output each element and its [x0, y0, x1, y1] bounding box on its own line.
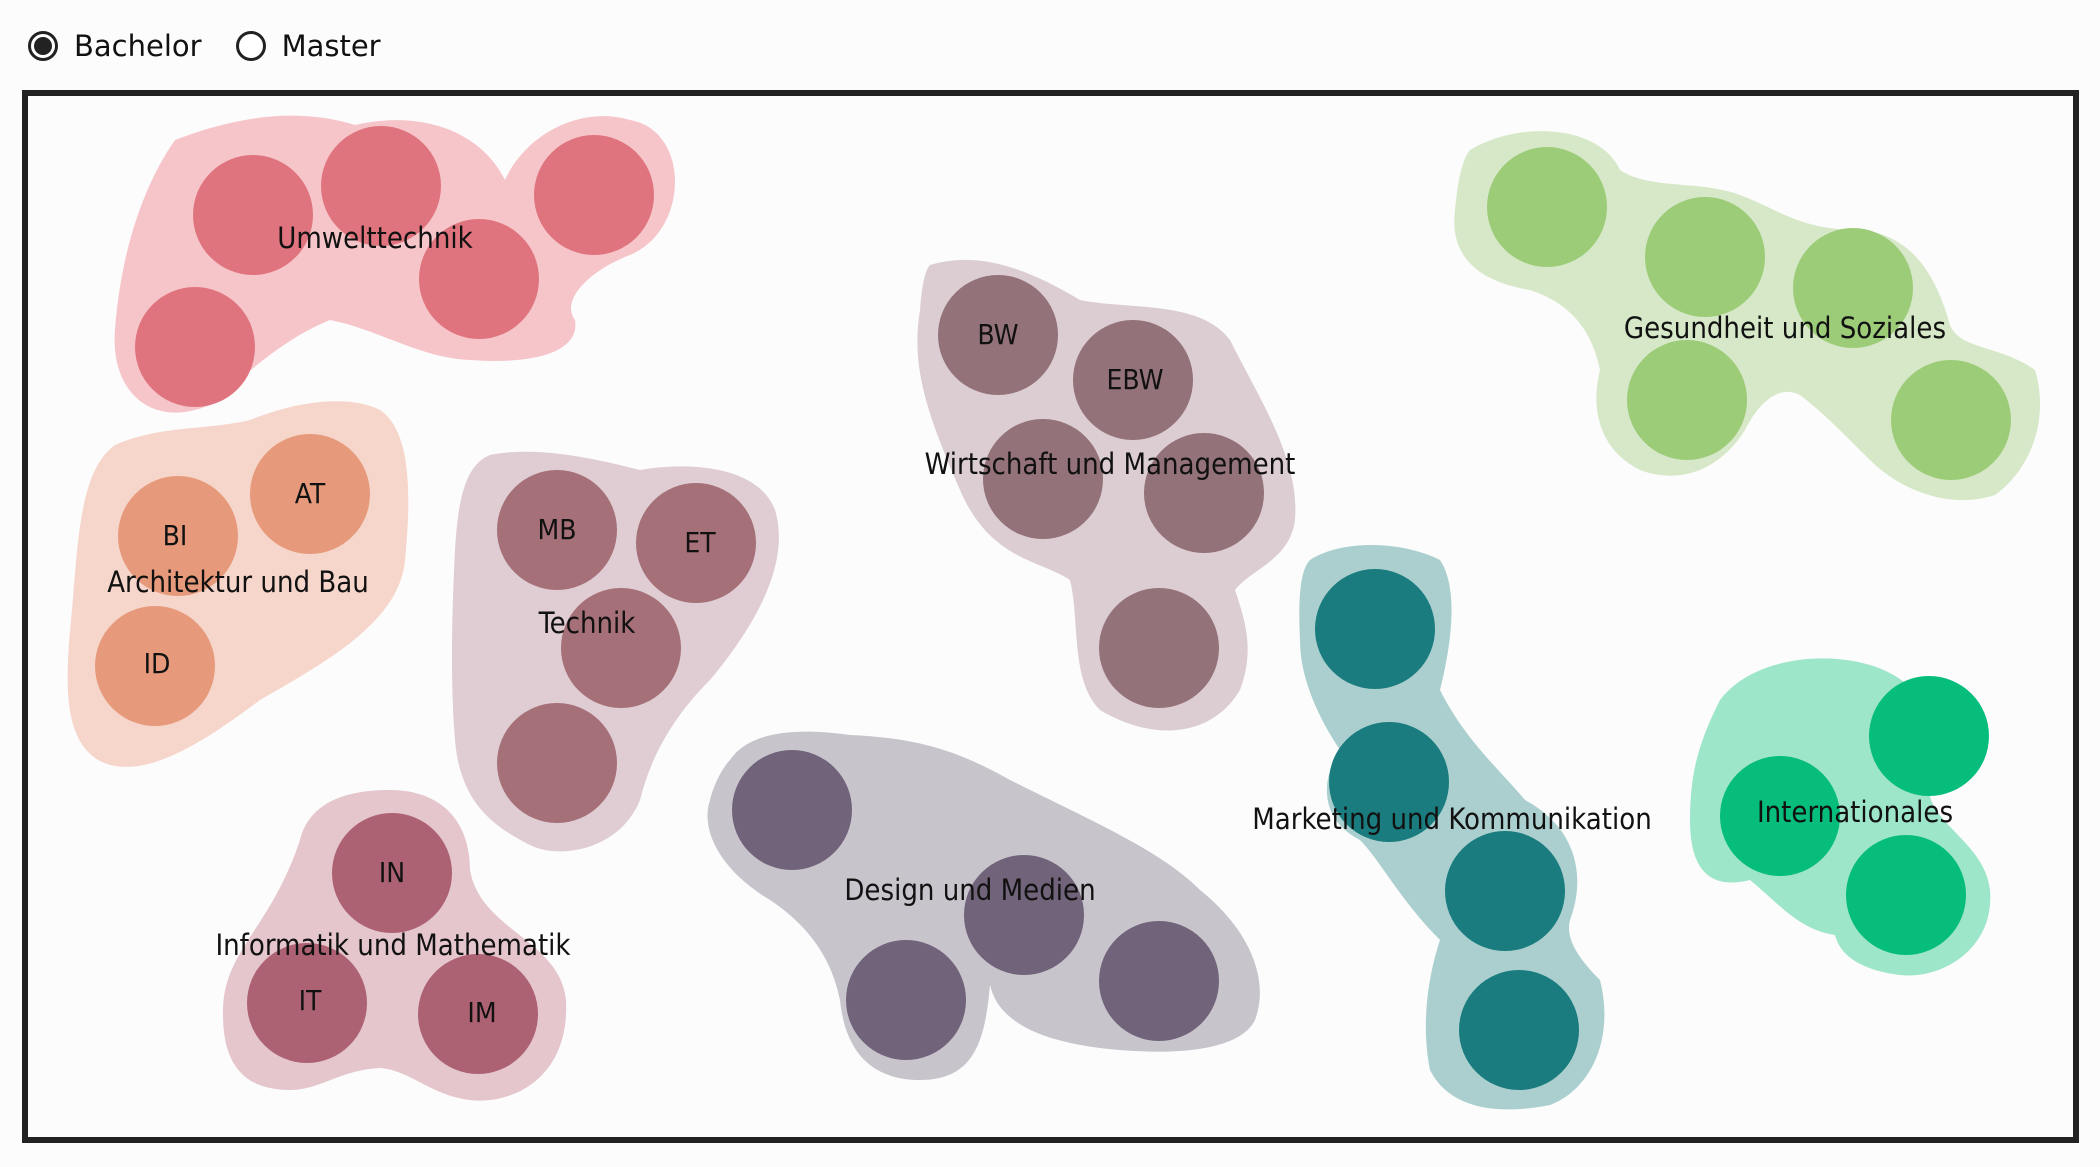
cluster-node[interactable]	[1720, 756, 1840, 876]
cluster-marketing-und-kommunikation: Marketing und Kommunikation	[1252, 545, 1652, 1110]
radio-bachelor-circle[interactable]	[28, 31, 58, 61]
node-label: ET	[684, 526, 716, 559]
radio-bachelor[interactable]: Bachelor	[28, 29, 202, 63]
cluster-node[interactable]	[118, 476, 238, 596]
cluster-label: Gesundheit und Soziales	[1624, 311, 1946, 345]
cluster-label: Wirtschaft und Management	[925, 447, 1296, 481]
cluster-node[interactable]	[321, 126, 441, 246]
cluster-label: Technik	[538, 606, 637, 640]
node-label: AT	[295, 477, 326, 510]
cluster-architektur-und-bau: AT BI ID Architektur und Bau	[67, 401, 409, 767]
cluster-node[interactable]	[247, 943, 367, 1063]
cluster-label: Internationales	[1757, 795, 1953, 829]
cluster-umwelttechnik: Umwelttechnik	[114, 115, 676, 413]
cluster-node[interactable]	[964, 855, 1084, 975]
cluster-label: Marketing und Kommunikation	[1252, 802, 1652, 836]
cluster-node[interactable]	[419, 219, 539, 339]
node-label: BI	[163, 519, 188, 552]
cluster-node[interactable]	[193, 155, 313, 275]
cluster-node[interactable]	[418, 954, 538, 1074]
cluster-node[interactable]	[250, 434, 370, 554]
node-label: IN	[379, 856, 405, 889]
cluster-node[interactable]	[95, 606, 215, 726]
cluster-node[interactable]	[732, 750, 852, 870]
cluster-node[interactable]	[1144, 433, 1264, 553]
cluster-node[interactable]	[1627, 340, 1747, 460]
cluster-node[interactable]	[636, 483, 756, 603]
cluster-gesundheit-und-soziales: Gesundheit und Soziales	[1454, 131, 2041, 501]
cluster-internationales: Internationales	[1690, 658, 1991, 976]
cluster-node[interactable]	[534, 135, 654, 255]
cluster-informatik-und-mathematik: IN IT IM Informatik und Mathematik	[215, 790, 571, 1101]
cluster-label: Umwelttechnik	[277, 221, 473, 255]
cluster-node[interactable]	[1099, 921, 1219, 1041]
cluster-node[interactable]	[1793, 228, 1913, 348]
cluster-node[interactable]	[1329, 722, 1449, 842]
node-label: EBW	[1106, 363, 1163, 396]
radio-master[interactable]: Master	[235, 29, 381, 63]
radio-selected-dot	[34, 37, 52, 55]
cluster-node[interactable]	[1487, 147, 1607, 267]
cluster-node[interactable]	[561, 588, 681, 708]
node-label: IM	[467, 996, 496, 1029]
node-label: BW	[977, 318, 1018, 351]
cluster-label: Informatik und Mathematik	[215, 928, 571, 962]
cluster-node[interactable]	[1315, 569, 1435, 689]
cluster-node[interactable]	[1073, 320, 1193, 440]
cluster-node[interactable]	[1891, 360, 2011, 480]
cluster-node[interactable]	[1869, 676, 1989, 796]
cluster-node[interactable]	[938, 275, 1058, 395]
cluster-node[interactable]	[332, 813, 452, 933]
radio-bachelor-label: Bachelor	[74, 29, 202, 63]
cluster-label: Design und Medien	[844, 873, 1095, 907]
cluster-node[interactable]	[497, 703, 617, 823]
radio-master-circle[interactable]	[235, 31, 266, 61]
cluster-node[interactable]	[1459, 970, 1579, 1090]
cluster-wirtschaft-und-management: BW EBW Wirtschaft und Management	[917, 259, 1296, 731]
node-label: IT	[299, 984, 322, 1017]
cluster-node[interactable]	[1645, 197, 1765, 317]
cluster-node[interactable]	[135, 287, 255, 407]
cluster-technik: MB ET Technik	[451, 451, 779, 852]
cluster-node[interactable]	[1846, 835, 1966, 955]
cluster-node[interactable]	[846, 940, 966, 1060]
radio-master-label: Master	[281, 29, 381, 63]
cluster-node[interactable]	[983, 419, 1103, 539]
node-label: MB	[537, 513, 576, 546]
cluster-node[interactable]	[497, 470, 617, 590]
cluster-node[interactable]	[1445, 831, 1565, 951]
cluster-label: Architektur und Bau	[107, 565, 369, 599]
degree-radio-group: Bachelor Master	[28, 24, 381, 68]
cluster-node[interactable]	[1099, 588, 1219, 708]
cluster-design-und-medien: Design und Medien	[707, 731, 1260, 1080]
node-label: ID	[144, 647, 171, 680]
